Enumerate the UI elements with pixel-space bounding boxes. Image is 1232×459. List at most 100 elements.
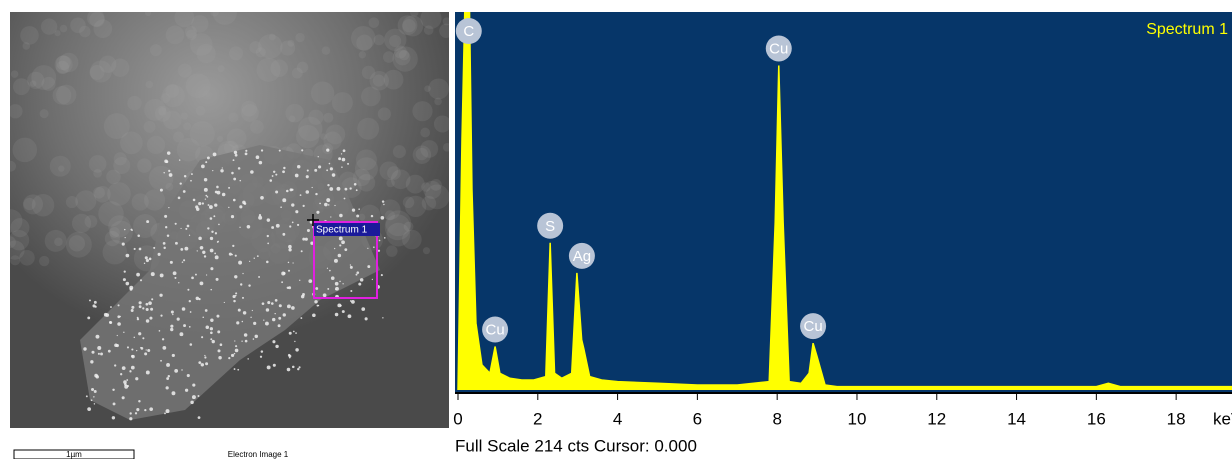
particle-dot — [361, 307, 366, 311]
particle-dot — [131, 305, 135, 309]
texture-blob — [20, 26, 39, 45]
particle-dot — [216, 314, 220, 318]
particle-dot — [239, 205, 243, 209]
x-tick-label: 14 — [1007, 409, 1026, 428]
texture-blob — [49, 155, 71, 177]
particle-dot — [192, 383, 196, 387]
particle-dot — [204, 356, 207, 359]
texture-blob — [433, 115, 449, 133]
particle-dot — [295, 332, 297, 334]
particle-dot — [367, 265, 371, 269]
particle-dot — [377, 249, 381, 252]
particle-dot — [317, 156, 319, 158]
texture-blob — [423, 180, 442, 199]
texture-blob — [386, 178, 395, 188]
particle-dot — [311, 186, 313, 189]
texture-blob — [361, 86, 381, 107]
particle-dot — [212, 170, 214, 172]
spectrum-line — [457, 12, 1232, 391]
texture-blob — [144, 189, 166, 211]
particle-dot — [282, 198, 287, 203]
texture-blob — [68, 235, 86, 252]
particle-dot — [209, 236, 214, 241]
footer: Full Scale 214 cts Cursor: 0.000 — [455, 436, 697, 455]
particle-dot — [235, 292, 238, 295]
particle-dot — [277, 324, 281, 328]
texture-blob — [389, 34, 402, 48]
texture-blob — [195, 105, 206, 116]
particle-dot — [171, 391, 176, 396]
texture-blob — [323, 112, 334, 123]
texture-blob — [29, 80, 37, 87]
x-tick-label: 16 — [1087, 409, 1106, 428]
particle-dot — [294, 173, 299, 178]
particle-dot — [270, 302, 274, 305]
particle-dot — [204, 198, 207, 200]
particle-dot — [97, 346, 102, 351]
particle-dot — [209, 327, 214, 331]
particle-dot — [327, 183, 330, 187]
particle-dot — [206, 196, 209, 198]
particle-dot — [164, 412, 166, 415]
particle-dot — [258, 160, 263, 165]
particle-dot — [230, 214, 235, 219]
particle-dot — [117, 322, 121, 326]
texture-blob — [93, 168, 102, 178]
particle-dot — [233, 150, 238, 155]
particle-dot — [344, 187, 348, 191]
x-tick-label: 12 — [927, 409, 946, 428]
particle-dot — [356, 271, 360, 274]
particle-dot — [244, 339, 248, 343]
particle-dot — [329, 269, 331, 272]
particle-dot — [297, 165, 301, 169]
texture-blob — [108, 215, 131, 238]
particle-dot — [243, 333, 248, 337]
particle-dot — [172, 313, 174, 316]
particle-dot — [258, 215, 263, 220]
texture-blob — [379, 161, 399, 181]
texture-blob — [412, 145, 432, 164]
texture-blob — [355, 149, 377, 171]
particle-dot — [167, 374, 171, 378]
particle-dot — [289, 188, 293, 192]
texture-blob — [54, 55, 73, 74]
particle-dot — [355, 273, 358, 276]
texture-blob — [89, 65, 105, 80]
particle-dot — [278, 149, 281, 152]
texture-blob — [298, 116, 323, 142]
texture-blob — [270, 59, 289, 78]
texture-blob — [10, 229, 30, 251]
particle-dot — [204, 309, 208, 312]
particle-dot — [188, 234, 191, 236]
particle-dot — [350, 289, 353, 293]
particle-dot — [200, 363, 205, 367]
particle-dot — [160, 359, 162, 362]
particle-dot — [169, 260, 173, 264]
particle-dot — [232, 294, 236, 299]
particle-dot — [130, 309, 134, 313]
particle-dot — [339, 280, 341, 283]
texture-blob — [384, 210, 396, 221]
particle-dot — [305, 175, 309, 179]
particle-dot — [196, 207, 200, 211]
texture-blob — [380, 199, 401, 220]
texture-blob — [162, 84, 185, 108]
particle-dot — [316, 210, 320, 214]
particle-dot — [168, 173, 173, 177]
texture-blob — [79, 25, 91, 38]
particle-dot — [94, 305, 97, 308]
texture-blob — [386, 222, 411, 247]
texture-blob — [397, 15, 418, 36]
particle-dot — [176, 317, 180, 321]
region-label-bg — [314, 223, 380, 236]
texture-blob — [189, 121, 215, 147]
particle-dot — [124, 228, 126, 231]
particle-dot — [175, 241, 178, 245]
particle-dot — [211, 230, 214, 234]
texture-blob — [226, 128, 247, 149]
particle-dot — [197, 416, 201, 420]
particle-dot — [160, 314, 163, 317]
particle-dot — [274, 298, 278, 302]
particle-dot — [245, 149, 248, 152]
texture-blob — [40, 18, 58, 35]
